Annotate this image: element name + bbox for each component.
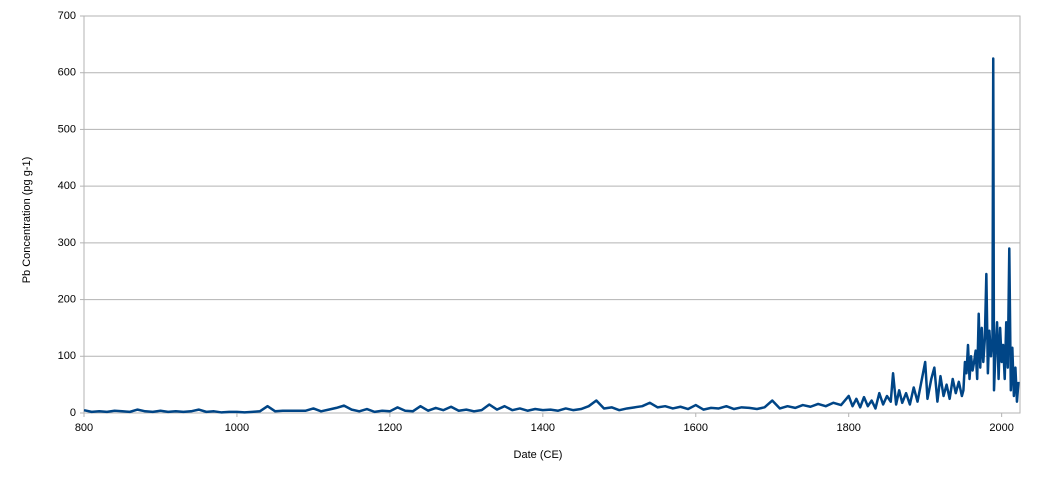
plot-area: [83, 15, 1021, 414]
x-tick-label: 1000: [225, 422, 249, 434]
x-tick-label: 1400: [531, 422, 555, 434]
y-tick-label: 300: [58, 237, 76, 249]
y-tick-label: 0: [70, 407, 76, 419]
y-axis-label: Pb Concentration (pg g-1): [21, 157, 33, 284]
x-tick-label: 1800: [836, 422, 860, 434]
data-line: [83, 57, 1020, 414]
y-tick-label: 700: [58, 10, 76, 22]
y-tick-label: 400: [58, 180, 76, 192]
y-tick-label: 100: [58, 350, 76, 362]
x-tick-label: 1600: [684, 422, 708, 434]
x-axis-label: Date (CE): [514, 449, 563, 461]
y-tick-label: 200: [58, 293, 76, 305]
x-tick-label: 2000: [989, 422, 1013, 434]
y-tick-label: 500: [58, 123, 76, 135]
x-tick-label: 800: [75, 422, 93, 434]
x-tick-label: 1200: [378, 422, 402, 434]
y-tick-label: 600: [58, 67, 76, 79]
